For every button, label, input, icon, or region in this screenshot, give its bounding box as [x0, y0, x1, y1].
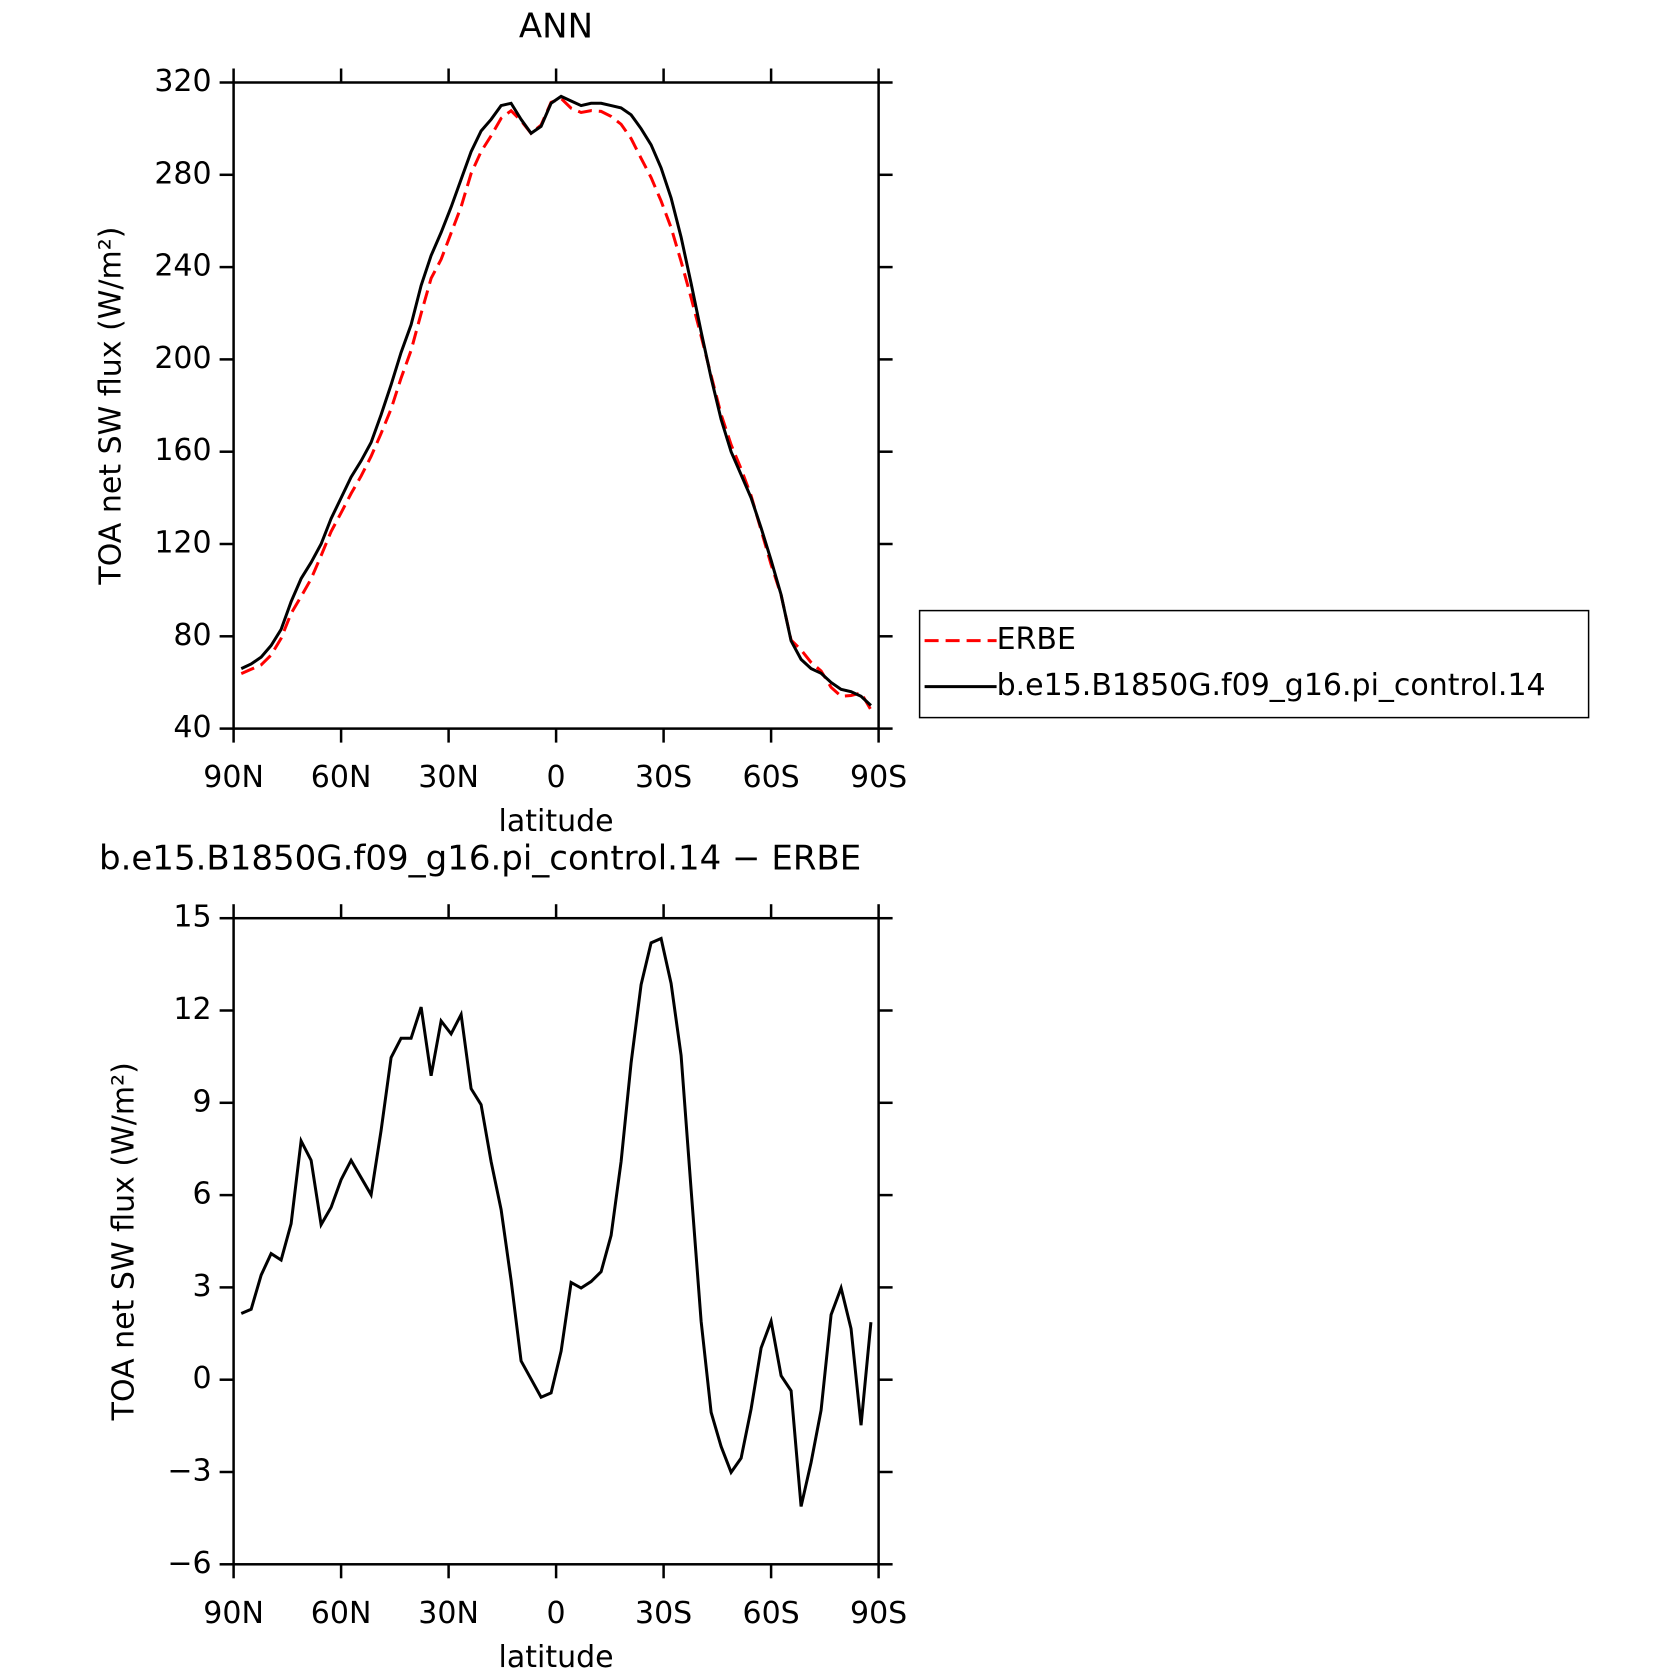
legend-label: b.e15.B1850G.f09_g16.pi_control.14 [997, 668, 1546, 703]
data-line [240, 936, 873, 1507]
y-tick-label: 9 [193, 1084, 212, 1119]
y-tick-label: 15 [173, 900, 211, 935]
plot-frame [232, 916, 880, 1566]
y-tick-label: 40 [173, 710, 211, 745]
y-tick-label: 320 [154, 64, 211, 99]
y-tick-label: 6 [193, 1177, 212, 1212]
y-tick-label: 120 [154, 526, 211, 561]
y-tick-label: 0 [193, 1361, 212, 1396]
x-tick-label: 60S [742, 1596, 799, 1631]
x-tick-label: 60N [311, 760, 372, 795]
y-tick-label: 280 [154, 156, 211, 191]
x-tick-label: 0 [547, 1596, 566, 1631]
x-tick-label: 90N [203, 1596, 264, 1631]
x-tick-label: 60N [311, 1596, 372, 1631]
x-tick-label: 90S [850, 760, 907, 795]
y-tick-label: 200 [154, 341, 211, 376]
plot-frame [232, 81, 880, 730]
x-tick-label: 90S [850, 1596, 907, 1631]
x-tick-label: 30S [635, 760, 692, 795]
x-tick-label: 0 [547, 760, 566, 795]
y-tick-label: −3 [167, 1454, 211, 1489]
legend-box [918, 609, 1590, 719]
y-tick-label: 12 [173, 992, 211, 1027]
x-tick-label: 60S [742, 760, 799, 795]
y-axis-label: TOA net SW flux (W/m²) [107, 1062, 142, 1421]
data-line [240, 94, 872, 707]
legend-label: ERBE [997, 622, 1076, 657]
x-axis-label: latitude [499, 804, 614, 839]
y-tick-label: −6 [167, 1546, 211, 1581]
y-tick-label: 3 [193, 1269, 212, 1304]
y-tick-label: 160 [154, 433, 211, 468]
x-axis-label: latitude [499, 1640, 614, 1675]
chart-title: b.e15.B1850G.f09_g16.pi_control.14 − ERB… [99, 839, 861, 879]
y-axis-label: TOA net SW flux (W/m²) [94, 226, 129, 585]
x-tick-label: 30N [418, 1596, 479, 1631]
y-tick-label: 240 [154, 249, 211, 284]
y-tick-label: 80 [173, 618, 211, 653]
chart-title: ANN [519, 7, 593, 47]
data-line [240, 96, 873, 711]
x-tick-label: 30S [635, 1596, 692, 1631]
x-tick-label: 90N [203, 760, 264, 795]
x-tick-label: 30N [418, 760, 479, 795]
